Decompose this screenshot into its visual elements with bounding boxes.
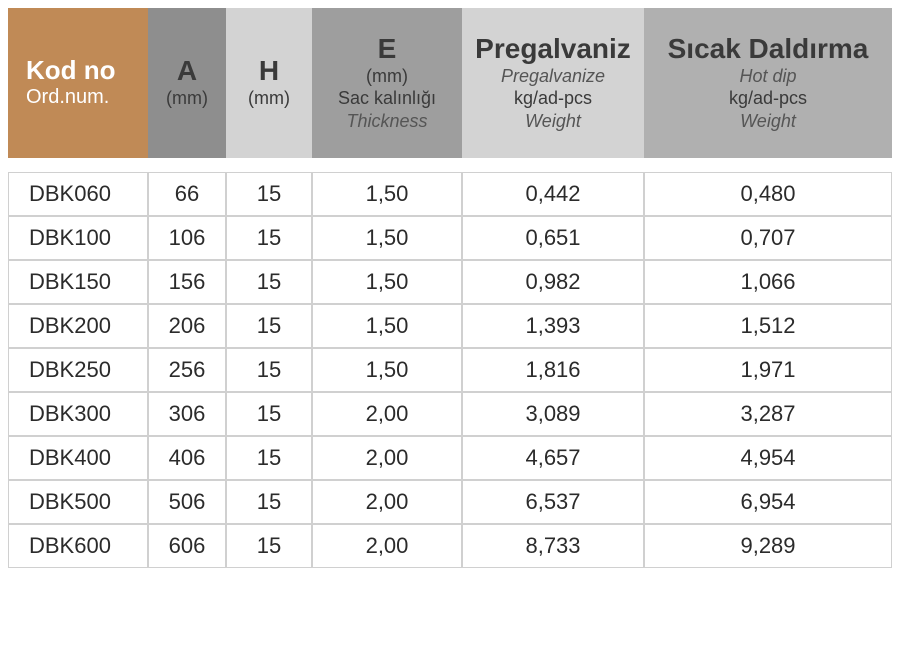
cell-pregalv: 1,816: [462, 348, 644, 392]
header-e-sub1: (mm): [318, 65, 456, 88]
cell-h: 15: [226, 216, 312, 260]
header-code: Kod no Ord.num.: [8, 8, 148, 158]
cell-a: 106: [148, 216, 226, 260]
header-pregalv-sub1: Pregalvanize: [468, 65, 638, 88]
cell-pregalv: 0,982: [462, 260, 644, 304]
header-e-sub3: Thickness: [318, 110, 456, 133]
header-h-sub: (mm): [232, 87, 306, 110]
cell-h: 15: [226, 172, 312, 216]
header-a: A (mm): [148, 8, 226, 158]
cell-e: 2,00: [312, 392, 462, 436]
header-code-title: Kod no: [26, 56, 142, 85]
cell-code: DBK200: [8, 304, 148, 348]
cell-hotdip: 3,287: [644, 392, 892, 436]
header-hotdip-sub1: Hot dip: [650, 65, 886, 88]
cell-e: 2,00: [312, 524, 462, 568]
cell-h: 15: [226, 348, 312, 392]
header-pregalv-sub3: Weight: [468, 110, 638, 133]
table-row: DBK150156151,500,9821,066: [8, 260, 892, 304]
header-hotdip-title: Sıcak Daldırma: [650, 34, 886, 65]
cell-h: 15: [226, 392, 312, 436]
table-row: DBK500506152,006,5376,954: [8, 480, 892, 524]
cell-code: DBK100: [8, 216, 148, 260]
cell-pregalv: 0,651: [462, 216, 644, 260]
cell-hotdip: 9,289: [644, 524, 892, 568]
cell-hotdip: 6,954: [644, 480, 892, 524]
cell-e: 1,50: [312, 172, 462, 216]
cell-a: 206: [148, 304, 226, 348]
cell-code: DBK300: [8, 392, 148, 436]
cell-hotdip: 0,707: [644, 216, 892, 260]
cell-a: 66: [148, 172, 226, 216]
cell-code: DBK250: [8, 348, 148, 392]
cell-a: 156: [148, 260, 226, 304]
cell-e: 1,50: [312, 348, 462, 392]
header-h-title: H: [232, 56, 306, 87]
cell-e: 2,00: [312, 436, 462, 480]
cell-a: 606: [148, 524, 226, 568]
table-row: DBK400406152,004,6574,954: [8, 436, 892, 480]
cell-hotdip: 4,954: [644, 436, 892, 480]
header-e-sub2: Sac kalınlığı: [318, 87, 456, 110]
header-a-title: A: [154, 56, 220, 87]
cell-code: DBK500: [8, 480, 148, 524]
cell-code: DBK150: [8, 260, 148, 304]
header-pregalv: Pregalvaniz Pregalvanize kg/ad-pcs Weigh…: [462, 8, 644, 158]
cell-code: DBK400: [8, 436, 148, 480]
cell-e: 1,50: [312, 216, 462, 260]
cell-a: 256: [148, 348, 226, 392]
header-hotdip-sub3: Weight: [650, 110, 886, 133]
cell-a: 506: [148, 480, 226, 524]
cell-hotdip: 0,480: [644, 172, 892, 216]
table-row: DBK600606152,008,7339,289: [8, 524, 892, 568]
cell-pregalv: 6,537: [462, 480, 644, 524]
cell-h: 15: [226, 304, 312, 348]
header-e-title: E: [318, 34, 456, 65]
header-row: Kod no Ord.num. A (mm) H (mm) E (mm) Sac…: [8, 8, 892, 158]
cell-h: 15: [226, 524, 312, 568]
cell-h: 15: [226, 480, 312, 524]
cell-hotdip: 1,512: [644, 304, 892, 348]
table-row: DBK200206151,501,3931,512: [8, 304, 892, 348]
cell-e: 1,50: [312, 260, 462, 304]
header-hotdip: Sıcak Daldırma Hot dip kg/ad-pcs Weight: [644, 8, 892, 158]
cell-hotdip: 1,066: [644, 260, 892, 304]
table-row: DBK06066151,500,4420,480: [8, 172, 892, 216]
spec-table: Kod no Ord.num. A (mm) H (mm) E (mm) Sac…: [8, 8, 892, 568]
cell-pregalv: 4,657: [462, 436, 644, 480]
cell-h: 15: [226, 436, 312, 480]
cell-e: 2,00: [312, 480, 462, 524]
cell-e: 1,50: [312, 304, 462, 348]
cell-hotdip: 1,971: [644, 348, 892, 392]
cell-a: 406: [148, 436, 226, 480]
header-h: H (mm): [226, 8, 312, 158]
table-body: DBK06066151,500,4420,480DBK100106151,500…: [8, 158, 892, 568]
header-a-sub: (mm): [154, 87, 220, 110]
table-row: DBK300306152,003,0893,287: [8, 392, 892, 436]
table-row: DBK100106151,500,6510,707: [8, 216, 892, 260]
header-hotdip-sub2: kg/ad-pcs: [650, 87, 886, 110]
cell-h: 15: [226, 260, 312, 304]
header-code-sub: Ord.num.: [26, 85, 142, 110]
table-row: DBK250256151,501,8161,971: [8, 348, 892, 392]
cell-a: 306: [148, 392, 226, 436]
header-pregalv-sub2: kg/ad-pcs: [468, 87, 638, 110]
cell-pregalv: 3,089: [462, 392, 644, 436]
cell-pregalv: 8,733: [462, 524, 644, 568]
header-pregalv-title: Pregalvaniz: [468, 34, 638, 65]
cell-pregalv: 1,393: [462, 304, 644, 348]
cell-pregalv: 0,442: [462, 172, 644, 216]
cell-code: DBK600: [8, 524, 148, 568]
cell-code: DBK060: [8, 172, 148, 216]
header-e: E (mm) Sac kalınlığı Thickness: [312, 8, 462, 158]
